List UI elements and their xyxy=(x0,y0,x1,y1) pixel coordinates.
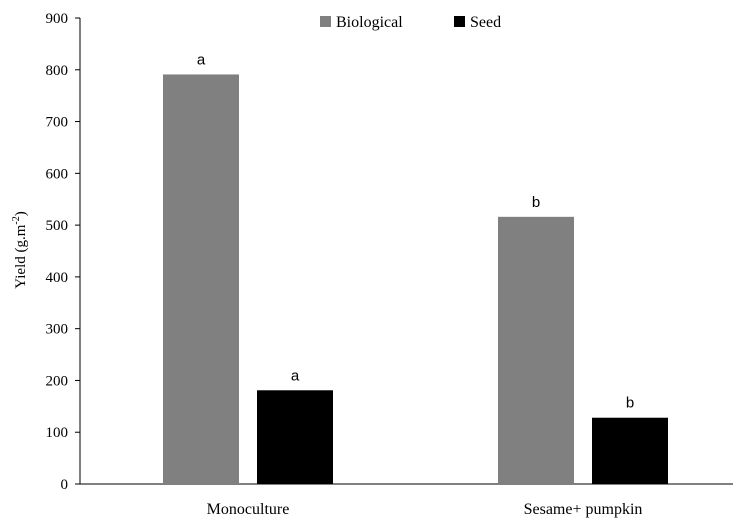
category-labels: Monoculture Sesame+ pumpkin xyxy=(207,501,643,518)
y-axis-label: Yield (g.m-2) xyxy=(11,211,29,289)
y-tick-label: 300 xyxy=(46,322,69,338)
y-tick-label: 900 xyxy=(46,11,69,27)
y-tick-label: 200 xyxy=(46,373,69,389)
bar-biological-1 xyxy=(498,216,574,484)
category-label: Monoculture xyxy=(207,501,290,518)
y-tick-label: 100 xyxy=(46,425,69,441)
bar-letter-label: a xyxy=(197,51,206,68)
y-tick-label: 600 xyxy=(46,166,69,182)
bar-biological-0 xyxy=(163,74,239,484)
bars xyxy=(163,74,668,484)
bar-seed-1 xyxy=(592,417,668,484)
legend-label: Seed xyxy=(470,14,501,31)
bar-letter-label: b xyxy=(626,395,634,412)
bar-seed-0 xyxy=(257,390,333,484)
y-tick-label: 400 xyxy=(46,270,69,286)
y-tick-label: 500 xyxy=(46,218,69,234)
legend: Biological Seed xyxy=(320,14,501,31)
y-axis: 0 100 200 300 400 500 600 700 800 900 xyxy=(46,11,733,493)
data-labels: a a b b xyxy=(197,51,634,411)
y-tick-label: 700 xyxy=(46,115,69,131)
legend-swatch-biological xyxy=(320,16,331,27)
bar-letter-label: a xyxy=(291,367,300,384)
bar-letter-label: b xyxy=(532,194,540,211)
legend-label: Biological xyxy=(336,14,403,31)
legend-swatch-seed xyxy=(454,16,465,27)
y-tick-label: 800 xyxy=(46,63,69,79)
y-tick-label: 0 xyxy=(61,477,69,493)
category-label: Sesame+ pumpkin xyxy=(524,501,643,518)
